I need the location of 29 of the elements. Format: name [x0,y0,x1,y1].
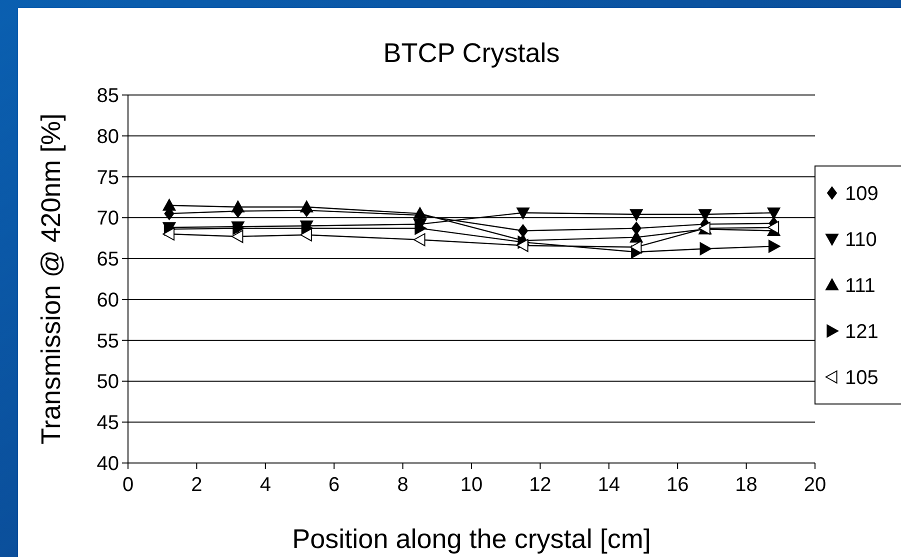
x-tick-label: 8 [397,474,408,496]
x-tick-label: 12 [529,474,552,496]
x-tick-label: 10 [460,474,483,496]
x-axis-title: Position along the crystal [cm] [292,524,651,554]
y-axis-title: Transmission @ 420nm [%] [36,113,66,445]
y-tick-label: 80 [96,126,119,148]
x-tick-label: 6 [328,474,340,496]
y-tick-label: 45 [96,412,119,434]
y-tick-label: 75 [96,166,119,189]
x-tick-label: 2 [191,474,202,496]
y-tick-label: 50 [96,371,119,394]
x-tick-label: 0 [122,474,134,496]
x-tick-label: 4 [260,474,271,496]
legend-label: 110 [845,229,877,251]
x-tick-label: 18 [735,474,758,496]
y-tick-label: 60 [96,289,119,312]
legend-label: 121 [845,321,878,343]
y-tick-label: 70 [96,208,119,230]
legend-label: 111 [845,275,876,297]
y-tick-label: 40 [96,453,119,475]
y-tick-label: 55 [96,330,119,352]
chart-title: BTCP Crystals [383,38,560,68]
legend-label: 105 [845,367,878,389]
x-tick-label: 20 [804,474,826,496]
x-tick-label: 16 [666,474,689,496]
y-tick-label: 65 [96,248,119,271]
x-tick-label: 14 [598,474,620,496]
y-tick-label: 85 [96,85,119,107]
legend-label: 109 [845,183,878,205]
